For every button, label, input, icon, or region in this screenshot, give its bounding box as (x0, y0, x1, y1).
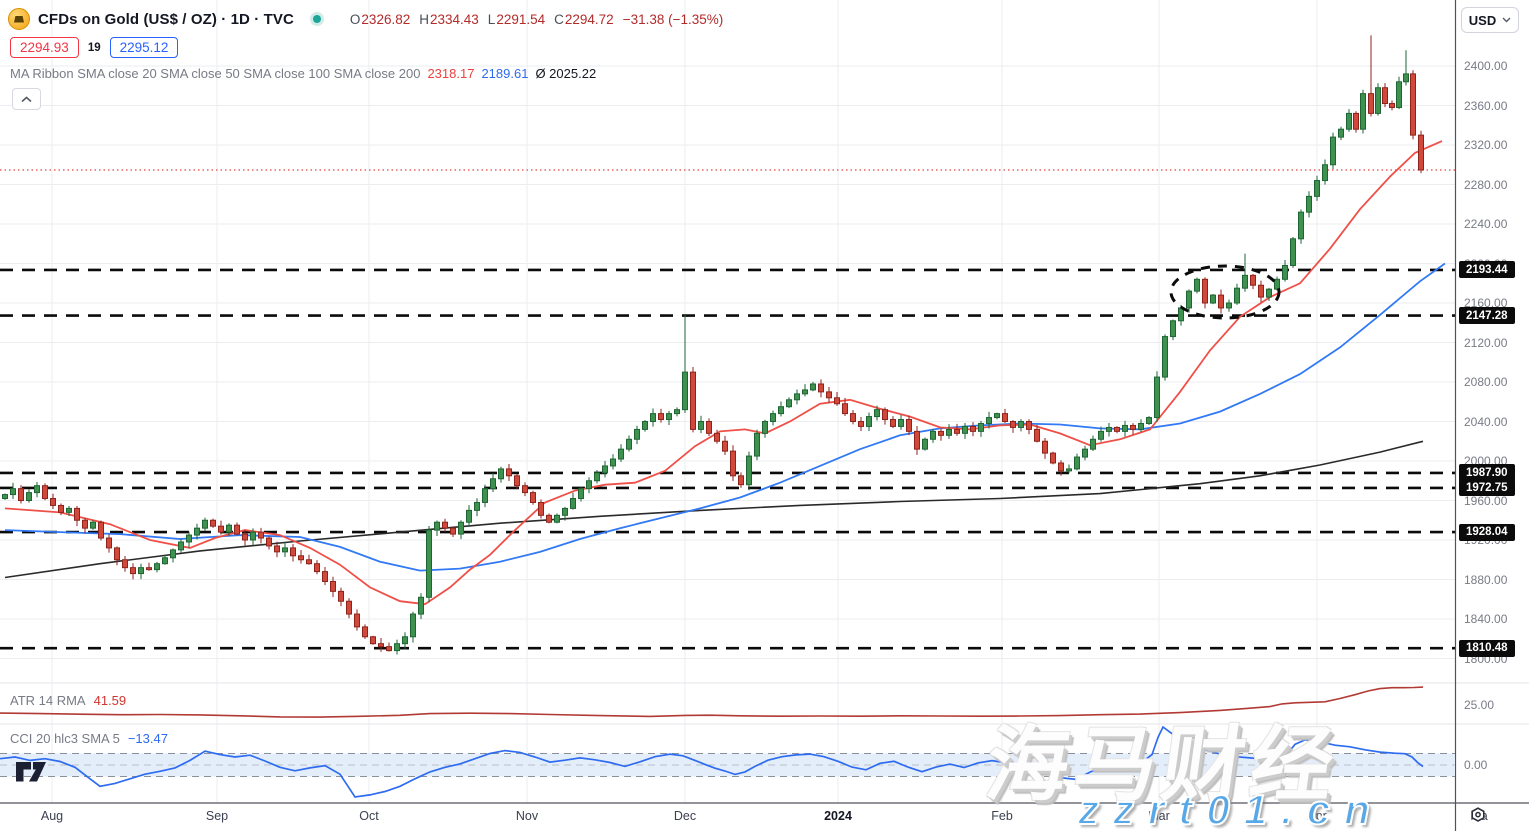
price-tick-label[interactable]: 2320.00 (1464, 138, 1508, 152)
level-price-label: 1987.90 (1459, 464, 1515, 482)
level-price-label: 1928.04 (1459, 523, 1515, 541)
open-value: 2326.82 (361, 11, 411, 27)
atr-legend[interactable]: ATR 14 RMA 41.59 (10, 693, 126, 708)
tradingview-logo[interactable] (16, 762, 52, 786)
chevron-down-icon (1502, 17, 1511, 23)
price-tick-label[interactable]: 1840.00 (1464, 612, 1508, 626)
time-axis-month-label: Sep (205, 809, 229, 823)
time-axis-month-label: Oct (359, 809, 379, 823)
cci-label: CCI 20 hlc3 SMA 5 (10, 731, 120, 746)
price-tick-label[interactable]: 2080.00 (1464, 375, 1508, 389)
atr-label: ATR 14 RMA (10, 693, 86, 708)
symbol-title[interactable]: CFDs on Gold (US$ / OZ) · 1D · TVC (38, 10, 294, 28)
currency-usd-button[interactable]: USD (1461, 7, 1519, 33)
buy-ask-button[interactable]: 2295.12 (109, 37, 179, 58)
price-tick-label[interactable]: 2280.00 (1464, 177, 1508, 192)
atr-value: 41.59 (93, 693, 127, 708)
price-tick-label[interactable]: 2360.00 (1464, 98, 1508, 113)
gold-symbol-icon (8, 8, 30, 30)
chevron-up-icon (21, 95, 32, 102)
collapse-legend-button[interactable] (12, 88, 41, 110)
change-value: −31.38 (−1.35%) (622, 11, 724, 27)
cci-legend[interactable]: CCI 20 hlc3 SMA 5 −13.47 (10, 731, 168, 746)
market-status-icon[interactable] (309, 12, 324, 26)
level-price-label: 1810.48 (1459, 639, 1515, 657)
sma-average-value: Ø 2025.22 (535, 66, 597, 81)
symbol-header: CFDs on Gold (US$ / OZ) · 1D · TVC O 2326… (8, 8, 723, 30)
level-price-label: 2193.44 (1459, 261, 1515, 279)
price-tick-label[interactable]: 1880.00 (1464, 572, 1508, 587)
atr-scale-label[interactable]: 25.00 (1464, 698, 1495, 712)
sma20-value: 2318.17 (427, 66, 475, 81)
sell-bid-button[interactable]: 2294.93 (10, 37, 79, 58)
cci-value: −13.47 (127, 731, 168, 746)
time-axis-month-label: Mar (1148, 809, 1170, 823)
time-axis-month-label: Dec (673, 809, 697, 823)
price-tick-label[interactable]: 2400.00 (1464, 59, 1508, 73)
low-value: 2291.54 (496, 11, 546, 27)
price-tick-label[interactable]: 2120.00 (1464, 335, 1508, 350)
level-price-label: 2147.28 (1459, 307, 1515, 325)
time-axis-month-label: Feb (991, 809, 1013, 823)
level-price-label: 1972.75 (1459, 479, 1515, 497)
price-tick-label[interactable]: 2040.00 (1464, 414, 1508, 429)
time-axis-month-label: Apr (1307, 809, 1327, 823)
currency-label: USD (1468, 12, 1497, 28)
sma50-value: 2189.61 (481, 66, 529, 81)
close-value: 2294.72 (564, 11, 614, 27)
spread-value: 19 (87, 41, 101, 54)
time-axis-month-label: Nov (515, 809, 539, 823)
high-value: 2334.43 (429, 11, 479, 27)
price-tick-label[interactable]: 2240.00 (1464, 217, 1508, 231)
ma-ribbon-label: MA Ribbon SMA close 20 SMA close 50 SMA … (10, 66, 421, 81)
settings-gear-icon[interactable] (1468, 806, 1488, 826)
bid-ask-row: 2294.93 19 2295.12 (10, 37, 179, 58)
ohlc-values: O 2326.82 H 2334.43 L 2291.54 C 2294.72 −31.… (349, 11, 724, 27)
cci-scale-label[interactable]: 0.00 (1464, 758, 1488, 772)
price-tick-label[interactable]: 2160.00 (1464, 296, 1508, 310)
price-tick-label[interactable]: 1960.00 (1464, 493, 1508, 508)
time-axis-month-label: Aug (40, 809, 64, 823)
time-axis-month-label: 2024 (824, 809, 852, 823)
ma-ribbon-legend[interactable]: MA Ribbon SMA close 20 SMA close 50 SMA … (10, 66, 596, 81)
